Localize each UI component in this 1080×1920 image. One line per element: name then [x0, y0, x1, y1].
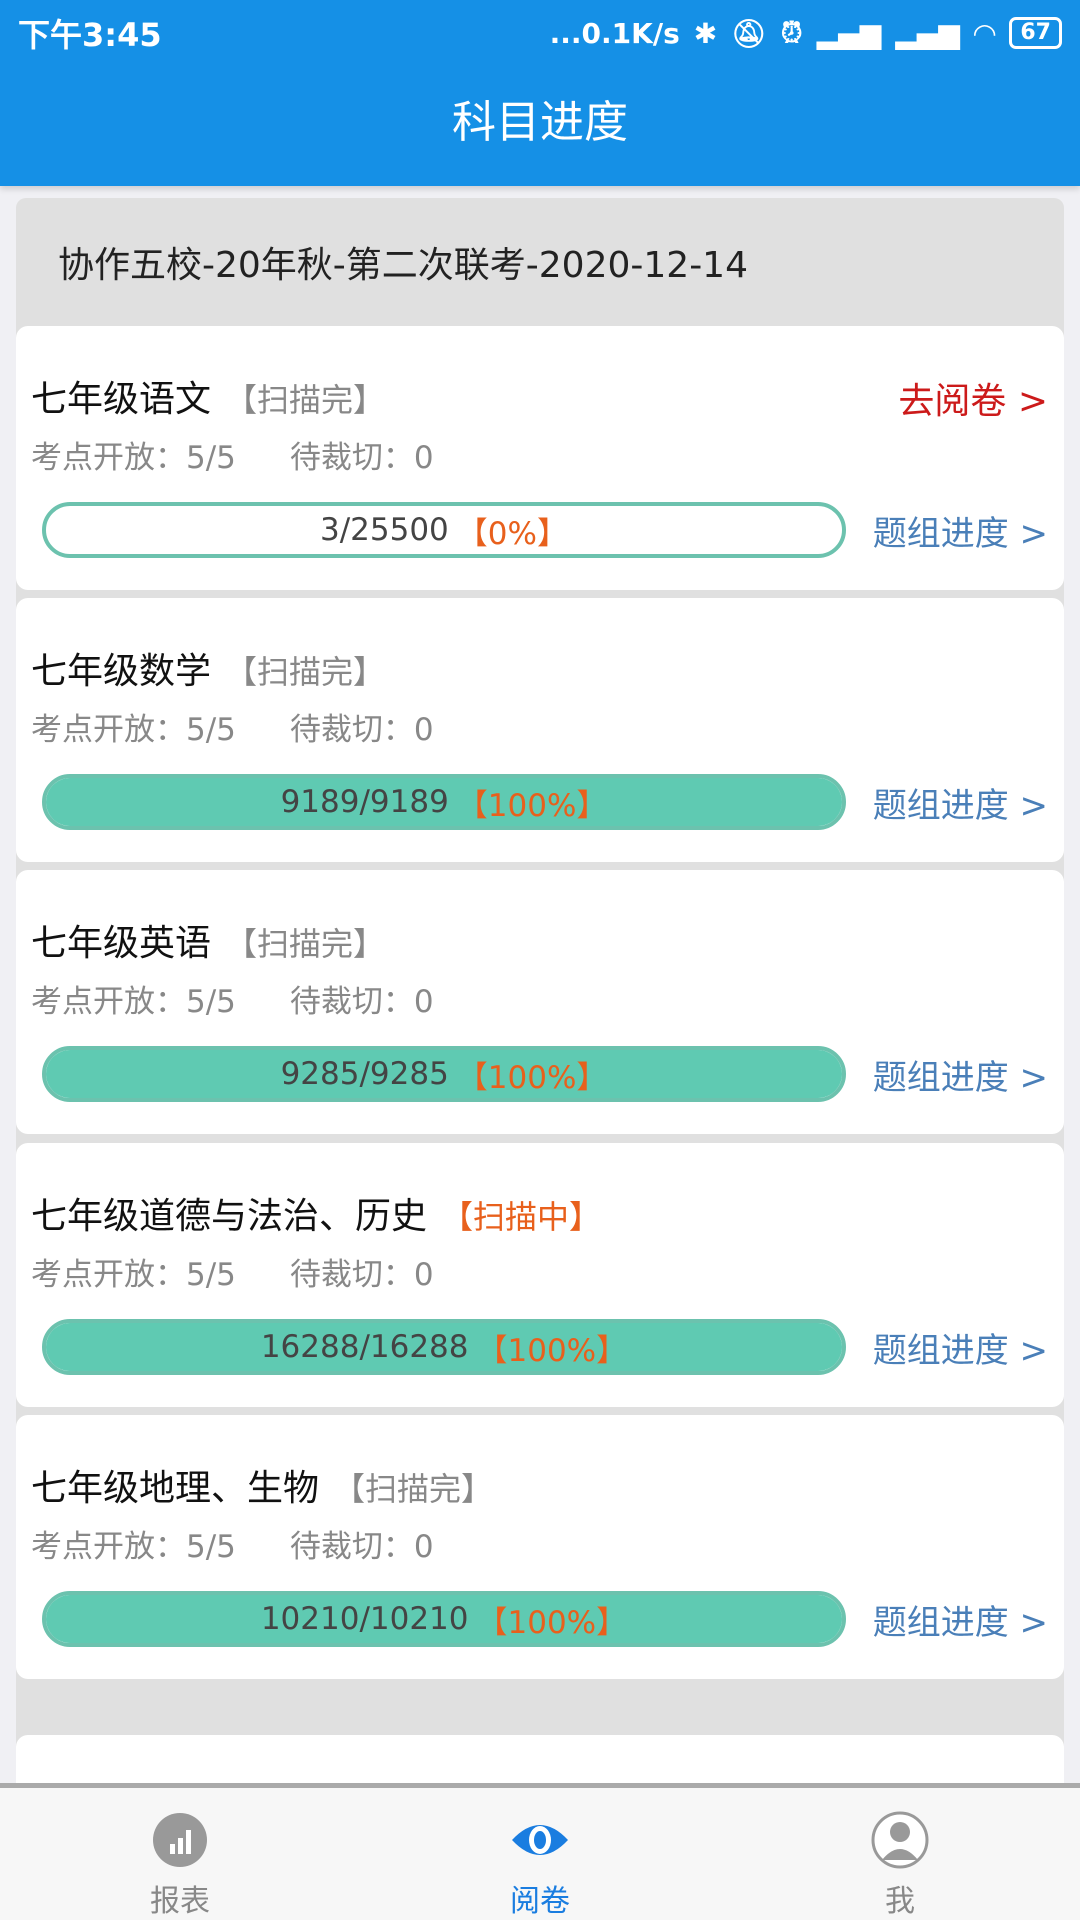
progress-count: 16288/16288 — [260, 1329, 469, 1365]
nav-me[interactable]: 我 — [720, 1788, 1080, 1920]
subject-card: 七年级地理、生物 【扫描完】 考点开放：5/5 待裁切：0 10210/10210 【… — [16, 1415, 1064, 1679]
chart-icon — [153, 1813, 207, 1867]
pending-value: 0 — [413, 984, 434, 1020]
progress-percent: 【100%】 — [456, 1059, 608, 1096]
pending-label: 待裁切： — [289, 712, 414, 748]
subject-name: 七年级道德与法治、历史 【扫描中】 — [31, 1187, 601, 1239]
open-label: 考点开放： — [31, 1257, 186, 1293]
progress-bar: 3/25500 【0%】 — [42, 502, 846, 558]
open-value: 5/5 — [186, 712, 236, 748]
progress-fill — [46, 1595, 842, 1643]
open-value: 5/5 — [186, 1257, 236, 1293]
nav-label: 阅卷 — [510, 1884, 570, 1919]
open-label: 考点开放： — [31, 1529, 186, 1565]
subject-stats: 考点开放：5/5 待裁切：0 — [31, 432, 434, 477]
subject-name: 七年级地理、生物 【扫描完】 — [31, 1459, 493, 1511]
progress-percent: 【0%】 — [456, 515, 568, 552]
open-label: 考点开放： — [31, 984, 186, 1020]
group-progress-link[interactable]: 题组进度 > — [872, 786, 1048, 826]
progress-fill — [46, 1050, 842, 1098]
subject-name-text: 七年级语文 — [31, 379, 212, 420]
progress-count: 3/25500 — [320, 512, 449, 548]
subject-name: 七年级语文 【扫描完】 — [31, 370, 385, 422]
pending-value: 0 — [413, 1529, 434, 1565]
progress-fill — [46, 778, 842, 826]
status-bar: 下午3:45 ...0.1K/s ✱ 🔕︎ ⏰︎ ▂▄▆ ▂▄▆ ◠ 67 — [0, 0, 1080, 66]
nav-report[interactable]: 报表 — [0, 1788, 360, 1920]
partial-card — [16, 1735, 1064, 1783]
user-icon — [871, 1811, 929, 1869]
pending-value: 0 — [413, 712, 434, 748]
progress-percent: 【100%】 — [476, 1604, 628, 1641]
group-progress-link[interactable]: 题组进度 > — [872, 1331, 1048, 1371]
pending-label: 待裁切： — [289, 984, 414, 1020]
progress-count: 9285/9285 — [280, 1056, 449, 1092]
open-value: 5/5 — [186, 984, 236, 1020]
scan-status: 【扫描完】 — [225, 381, 386, 419]
subject-name-text: 七年级道德与法治、历史 — [31, 1196, 428, 1237]
pending-label: 待裁切： — [289, 1257, 414, 1293]
scan-status: 【扫描中】 — [441, 1198, 602, 1236]
subject-name-text: 七年级数学 — [31, 651, 212, 692]
app-header: 下午3:45 ...0.1K/s ✱ 🔕︎ ⏰︎ ▂▄▆ ▂▄▆ ◠ 67 科目… — [0, 0, 1080, 186]
open-label: 考点开放： — [31, 712, 186, 748]
alarm-icon: ⏰︎ — [780, 16, 803, 49]
open-value: 5/5 — [186, 440, 236, 476]
eye-icon — [512, 1825, 568, 1855]
group-progress-link[interactable]: 题组进度 > — [872, 1058, 1048, 1098]
pending-label: 待裁切： — [289, 440, 414, 476]
progress-count: 9189/9189 — [280, 784, 449, 820]
group-progress-link[interactable]: 题组进度 > — [872, 1603, 1048, 1643]
subject-card: 七年级英语 【扫描完】 考点开放：5/5 待裁切：0 9285/9285 【100%】… — [16, 870, 1064, 1134]
nav-review[interactable]: 阅卷 — [360, 1788, 720, 1920]
subject-stats: 考点开放：5/5 待裁切：0 — [31, 1249, 434, 1294]
subject-card: 七年级语文 【扫描完】 去阅卷 > 考点开放：5/5 待裁切：0 3/25500 【0… — [16, 326, 1064, 590]
subject-stats: 考点开放：5/5 待裁切：0 — [31, 704, 434, 749]
group-progress-link[interactable]: 题组进度 > — [872, 514, 1048, 554]
signal-icon: ▂▄▆ — [816, 16, 882, 50]
subject-stats: 考点开放：5/5 待裁切：0 — [31, 1521, 434, 1566]
pending-value: 0 — [413, 1257, 434, 1293]
bottom-nav: 报表 阅卷 我 — [0, 1783, 1080, 1920]
subject-name-text: 七年级英语 — [31, 923, 212, 964]
open-label: 考点开放： — [31, 440, 186, 476]
subject-card: 七年级道德与法治、历史 【扫描中】 考点开放：5/5 待裁切：0 16288/162… — [16, 1143, 1064, 1407]
page-title: 科目进度 — [452, 97, 628, 148]
progress-percent: 【100%】 — [476, 1332, 628, 1369]
pending-value: 0 — [413, 440, 434, 476]
subject-name: 七年级数学 【扫描完】 — [31, 642, 385, 694]
network-speed: ...0.1K/s — [549, 16, 680, 50]
subject-card: 七年级数学 【扫描完】 考点开放：5/5 待裁切：0 9189/9189 【100%】… — [16, 598, 1064, 862]
wifi-icon: ◠ — [973, 16, 996, 50]
nav-label: 报表 — [150, 1884, 210, 1919]
subject-name: 七年级英语 【扫描完】 — [31, 914, 385, 966]
open-value: 5/5 — [186, 1529, 236, 1565]
progress-count: 10210/10210 — [260, 1601, 469, 1637]
progress-bar: 9285/9285 【100%】 — [42, 1046, 846, 1102]
progress-bar: 10210/10210 【100%】 — [42, 1591, 846, 1647]
progress-bar: 16288/16288 【100%】 — [42, 1319, 846, 1375]
exam-title: 协作五校-20年秋-第二次联考-2020-12-14 — [58, 245, 748, 286]
progress-percent: 【100%】 — [456, 787, 608, 824]
goto-review-link[interactable]: 去阅卷 > — [898, 381, 1048, 422]
scan-status: 【扫描完】 — [225, 653, 386, 691]
progress-bar: 9189/9189 【100%】 — [42, 774, 846, 830]
mute-icon: 🔕︎ — [731, 16, 767, 50]
progress-fill — [46, 1323, 842, 1371]
pending-label: 待裁切： — [289, 1529, 414, 1565]
battery-icon: 67 — [1009, 17, 1062, 49]
subject-name-text: 七年级地理、生物 — [31, 1468, 320, 1509]
scan-status: 【扫描完】 — [225, 925, 386, 963]
subject-stats: 考点开放：5/5 待裁切：0 — [31, 976, 434, 1021]
scan-status: 【扫描完】 — [333, 1470, 494, 1508]
bluetooth-icon: ✱ — [693, 16, 718, 50]
nav-label: 我 — [885, 1884, 915, 1919]
status-time: 下午3:45 — [18, 16, 162, 54]
signal-icon-2: ▂▄▆ — [895, 16, 960, 50]
